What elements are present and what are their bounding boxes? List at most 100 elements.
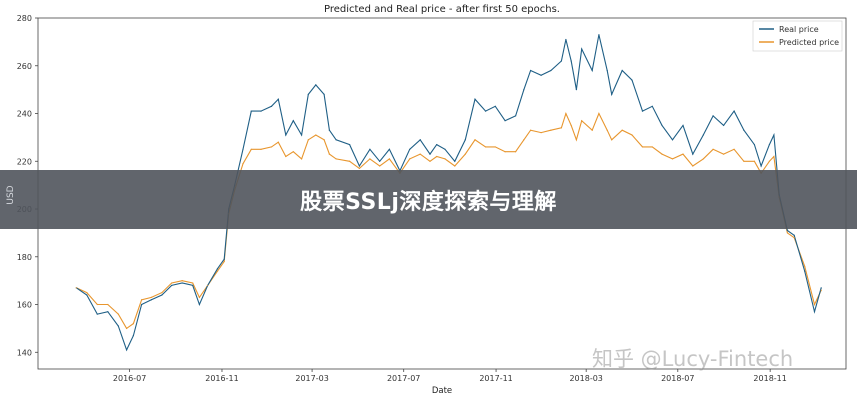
data-point-real xyxy=(753,143,755,146)
data-point-real xyxy=(161,294,163,296)
data-point-predicted xyxy=(786,232,789,234)
data-point-real xyxy=(768,143,771,146)
data-point-predicted xyxy=(692,165,694,167)
data-point-real xyxy=(611,93,613,96)
data-point-real xyxy=(692,153,694,155)
data-point-predicted xyxy=(409,158,411,160)
x-tick-label: 2018-03 xyxy=(569,374,602,383)
data-point-predicted xyxy=(171,282,173,284)
legend-box xyxy=(752,20,843,52)
series-line-real-price xyxy=(75,34,822,352)
y-tick-label: 160 xyxy=(17,301,32,310)
data-point-predicted xyxy=(581,120,583,122)
data-point-predicted xyxy=(733,148,735,150)
data-point-real xyxy=(300,134,303,136)
data-point-predicted xyxy=(661,153,663,155)
y-axis-label: USD xyxy=(6,185,16,205)
data-point-predicted xyxy=(315,134,317,136)
data-point-predicted xyxy=(682,153,684,155)
data-point-predicted xyxy=(260,148,262,150)
data-point-predicted xyxy=(671,158,674,160)
data-point-real xyxy=(631,79,633,81)
data-point-predicted xyxy=(530,129,532,131)
data-point-real xyxy=(285,134,287,136)
data-point-real xyxy=(733,110,735,112)
data-point-real xyxy=(242,148,244,150)
data-point-real xyxy=(181,282,183,284)
data-point-real xyxy=(523,89,525,91)
data-point-real xyxy=(514,115,517,117)
data-point-real xyxy=(530,69,532,72)
data-point-predicted xyxy=(86,291,88,294)
data-point-real xyxy=(661,124,663,127)
data-point-real xyxy=(126,349,128,351)
data-point-real xyxy=(773,134,775,136)
data-point-predicted xyxy=(198,296,201,298)
data-point-real xyxy=(540,74,542,76)
data-point-real xyxy=(192,284,194,287)
data-point-real xyxy=(171,284,173,287)
data-point-predicted xyxy=(504,151,506,153)
data-point-predicted xyxy=(161,291,163,294)
x-axis: 2016-07 2016-11 2017-03 2017-07 2017-11 2018-… xyxy=(113,369,787,383)
data-point-predicted xyxy=(598,112,600,115)
data-point-real xyxy=(328,129,330,131)
data-point-predicted xyxy=(484,146,487,148)
data-point-real xyxy=(429,153,431,155)
data-point-predicted xyxy=(181,280,183,282)
data-point-predicted xyxy=(606,129,608,131)
data-point-predicted xyxy=(611,139,613,141)
data-point-real xyxy=(349,143,351,146)
data-point-predicted xyxy=(621,129,623,131)
data-point-predicted xyxy=(820,289,822,291)
data-point-real xyxy=(323,93,325,96)
data-point-predicted xyxy=(494,146,496,148)
data-point-real xyxy=(369,148,371,150)
data-point-predicted xyxy=(641,146,644,148)
data-point-real xyxy=(409,148,411,150)
data-point-real xyxy=(419,139,421,141)
data-point-predicted xyxy=(722,153,725,155)
legend: Real price Predicted price xyxy=(752,20,843,52)
data-point-predicted xyxy=(514,151,517,153)
data-point-predicted xyxy=(96,303,98,306)
data-point-real xyxy=(379,160,381,162)
y-tick-label: 280 xyxy=(17,14,32,23)
data-point-real xyxy=(96,313,98,315)
data-point-predicted xyxy=(651,146,653,148)
x-tick-label: 2018-07 xyxy=(661,374,694,383)
data-point-predicted xyxy=(793,237,795,239)
data-point-predicted xyxy=(192,282,194,284)
x-tick-label: 2017-07 xyxy=(387,374,420,383)
data-point-predicted xyxy=(474,139,476,141)
data-point-predicted xyxy=(464,153,466,155)
data-point-predicted xyxy=(285,155,287,158)
data-point-predicted xyxy=(570,124,572,127)
data-point-real xyxy=(277,98,279,100)
data-point-real xyxy=(494,105,496,107)
data-point-real xyxy=(216,268,219,270)
data-point-real xyxy=(671,139,674,141)
data-point-real xyxy=(335,139,337,141)
data-point-predicted xyxy=(753,160,755,162)
data-point-predicted xyxy=(591,129,593,131)
data-point-real xyxy=(150,299,152,301)
data-point-real xyxy=(565,38,567,41)
data-point-real xyxy=(621,69,623,72)
data-point-real xyxy=(804,270,806,272)
data-point-real xyxy=(550,69,552,72)
data-point-predicted xyxy=(207,284,209,287)
data-point-predicted xyxy=(277,141,279,143)
data-point-predicted xyxy=(560,127,562,129)
data-point-real xyxy=(315,84,317,86)
data-point-predicted xyxy=(270,146,273,148)
data-point-real xyxy=(454,160,456,162)
data-point-real xyxy=(793,234,795,236)
title-banner: 股票SSLj深度探索与理解 xyxy=(0,170,857,229)
x-tick-label: 2017-11 xyxy=(479,374,512,383)
watermark: 知乎 @Lucy-Fintech xyxy=(592,347,794,371)
data-point-real xyxy=(198,303,201,306)
data-point-real xyxy=(86,294,88,296)
data-point-predicted xyxy=(565,112,567,115)
